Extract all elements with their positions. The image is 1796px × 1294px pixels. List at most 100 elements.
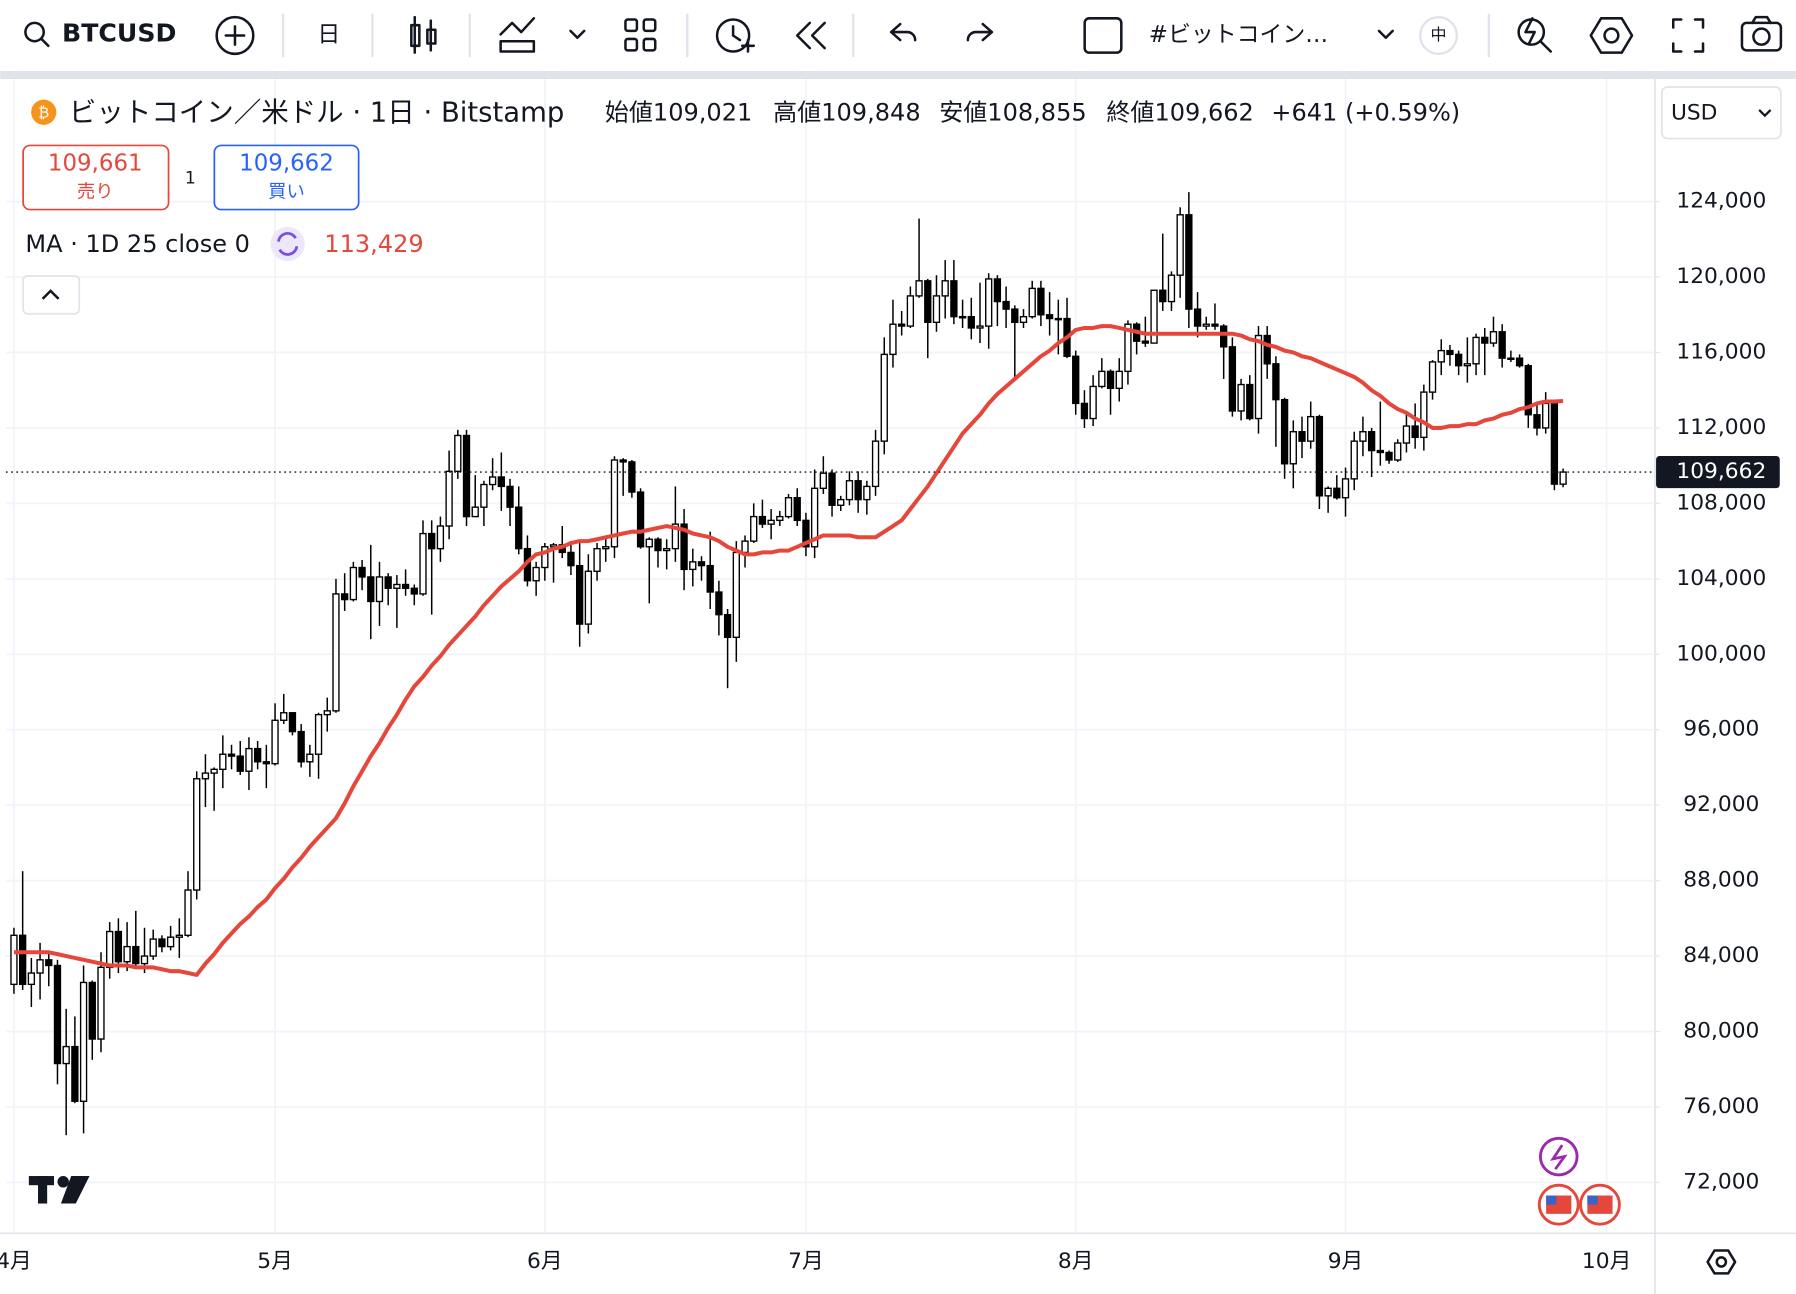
candle-body (1489, 331, 1498, 344)
candle-body (810, 487, 819, 548)
symbol[interactable]: BTCUSD (62, 18, 176, 47)
watchlist[interactable]: #ビットコイン… (1083, 17, 1394, 54)
candle-body (445, 470, 453, 527)
candle-body (967, 315, 975, 329)
candle-body (793, 497, 801, 522)
candle (628, 460, 636, 498)
candle-body (1124, 323, 1132, 373)
candle-body (1211, 323, 1219, 327)
undo[interactable] (889, 22, 917, 42)
candle-body (210, 768, 218, 774)
candle (1045, 292, 1054, 336)
candle-body (924, 280, 932, 324)
candle-body (1115, 370, 1123, 390)
buy-button[interactable] (213, 144, 360, 211)
x-tick-label: 9月 (1328, 1249, 1364, 1274)
candle (515, 486, 523, 555)
candle-body (193, 778, 201, 891)
sell-button[interactable] (22, 144, 170, 211)
candle (1272, 356, 1280, 447)
candle-body (732, 551, 740, 638)
candle-body (262, 761, 271, 765)
currency-select[interactable] (1660, 86, 1782, 140)
sell-price[interactable]: 109,661 (48, 150, 143, 176)
candle (1246, 375, 1254, 421)
fullscreen[interactable] (1671, 18, 1705, 53)
candle-body (149, 938, 157, 957)
candle (1298, 416, 1306, 459)
candle-body (1394, 442, 1402, 461)
candle (1533, 403, 1541, 436)
candle-body (593, 547, 601, 572)
candle (645, 537, 653, 604)
add-symbol[interactable] (215, 15, 255, 56)
candle (88, 980, 96, 1060)
candle-body (1515, 357, 1524, 367)
time-axis-settings[interactable] (1706, 1249, 1737, 1275)
candle (880, 337, 888, 455)
candle (297, 724, 305, 768)
ma-sync-icon[interactable] (270, 226, 305, 262)
candle-body (1315, 415, 1324, 497)
candle (271, 703, 279, 766)
candle-body (854, 480, 862, 501)
y-tick-label: 76,000 (1683, 1094, 1759, 1119)
chart-type[interactable] (410, 15, 437, 54)
candle (158, 935, 166, 953)
candle (706, 531, 714, 610)
quick-search[interactable] (1517, 17, 1552, 53)
candle-body (297, 730, 305, 763)
candle-body (236, 755, 244, 772)
sell-label[interactable]: 売り (77, 181, 114, 202)
snapshot[interactable] (1740, 15, 1783, 52)
candle (393, 575, 401, 628)
watchlist-name[interactable]: #ビットコイン… (1149, 22, 1328, 48)
candle (1089, 375, 1097, 427)
candle (1072, 350, 1080, 415)
alert[interactable] (715, 18, 755, 53)
candle (71, 1016, 79, 1104)
candle-body (1411, 425, 1419, 439)
candle-body (776, 515, 784, 522)
candle (428, 520, 436, 615)
candle-body (1280, 398, 1289, 465)
candle-body (140, 955, 149, 965)
candle-body (323, 710, 331, 716)
indicators[interactable] (499, 17, 586, 53)
candle-body (88, 981, 96, 1040)
candle (1115, 358, 1123, 402)
layouts[interactable] (624, 18, 657, 52)
collapse-legend[interactable] (22, 275, 81, 315)
currency[interactable]: USD (1671, 100, 1717, 125)
candle-body (506, 485, 514, 508)
candle-body (1420, 391, 1428, 439)
y-tick-label: 116,000 (1676, 339, 1766, 364)
symbol-title: ビットコイン／米ドル · 1日 · Bitstamp (69, 96, 564, 128)
settings[interactable] (1589, 17, 1634, 54)
candle-body (410, 587, 418, 595)
event-icons[interactable] (1537, 1136, 1621, 1226)
lang-button[interactable] (1419, 16, 1458, 55)
candle-body (488, 476, 497, 486)
candle (1254, 326, 1263, 434)
redo[interactable] (966, 22, 994, 42)
replay[interactable] (795, 21, 826, 50)
candle-body (1141, 340, 1150, 344)
candle (897, 311, 906, 336)
stat-name: 終値 (1106, 98, 1154, 126)
candle (375, 561, 384, 626)
symbol-search[interactable]: BTCUSD (24, 18, 176, 47)
candle-body (680, 523, 688, 571)
lang[interactable]: 中 (1430, 25, 1446, 44)
candle (723, 609, 732, 689)
candle-body (401, 583, 410, 589)
candle-body (1054, 317, 1062, 321)
candle (993, 275, 1002, 327)
candle (697, 556, 706, 581)
candle (419, 520, 427, 596)
interval[interactable]: 日 (317, 22, 340, 48)
buy-label[interactable]: 買い (268, 181, 305, 202)
buy-price[interactable]: 109,662 (239, 150, 334, 176)
candle-body (219, 753, 227, 771)
